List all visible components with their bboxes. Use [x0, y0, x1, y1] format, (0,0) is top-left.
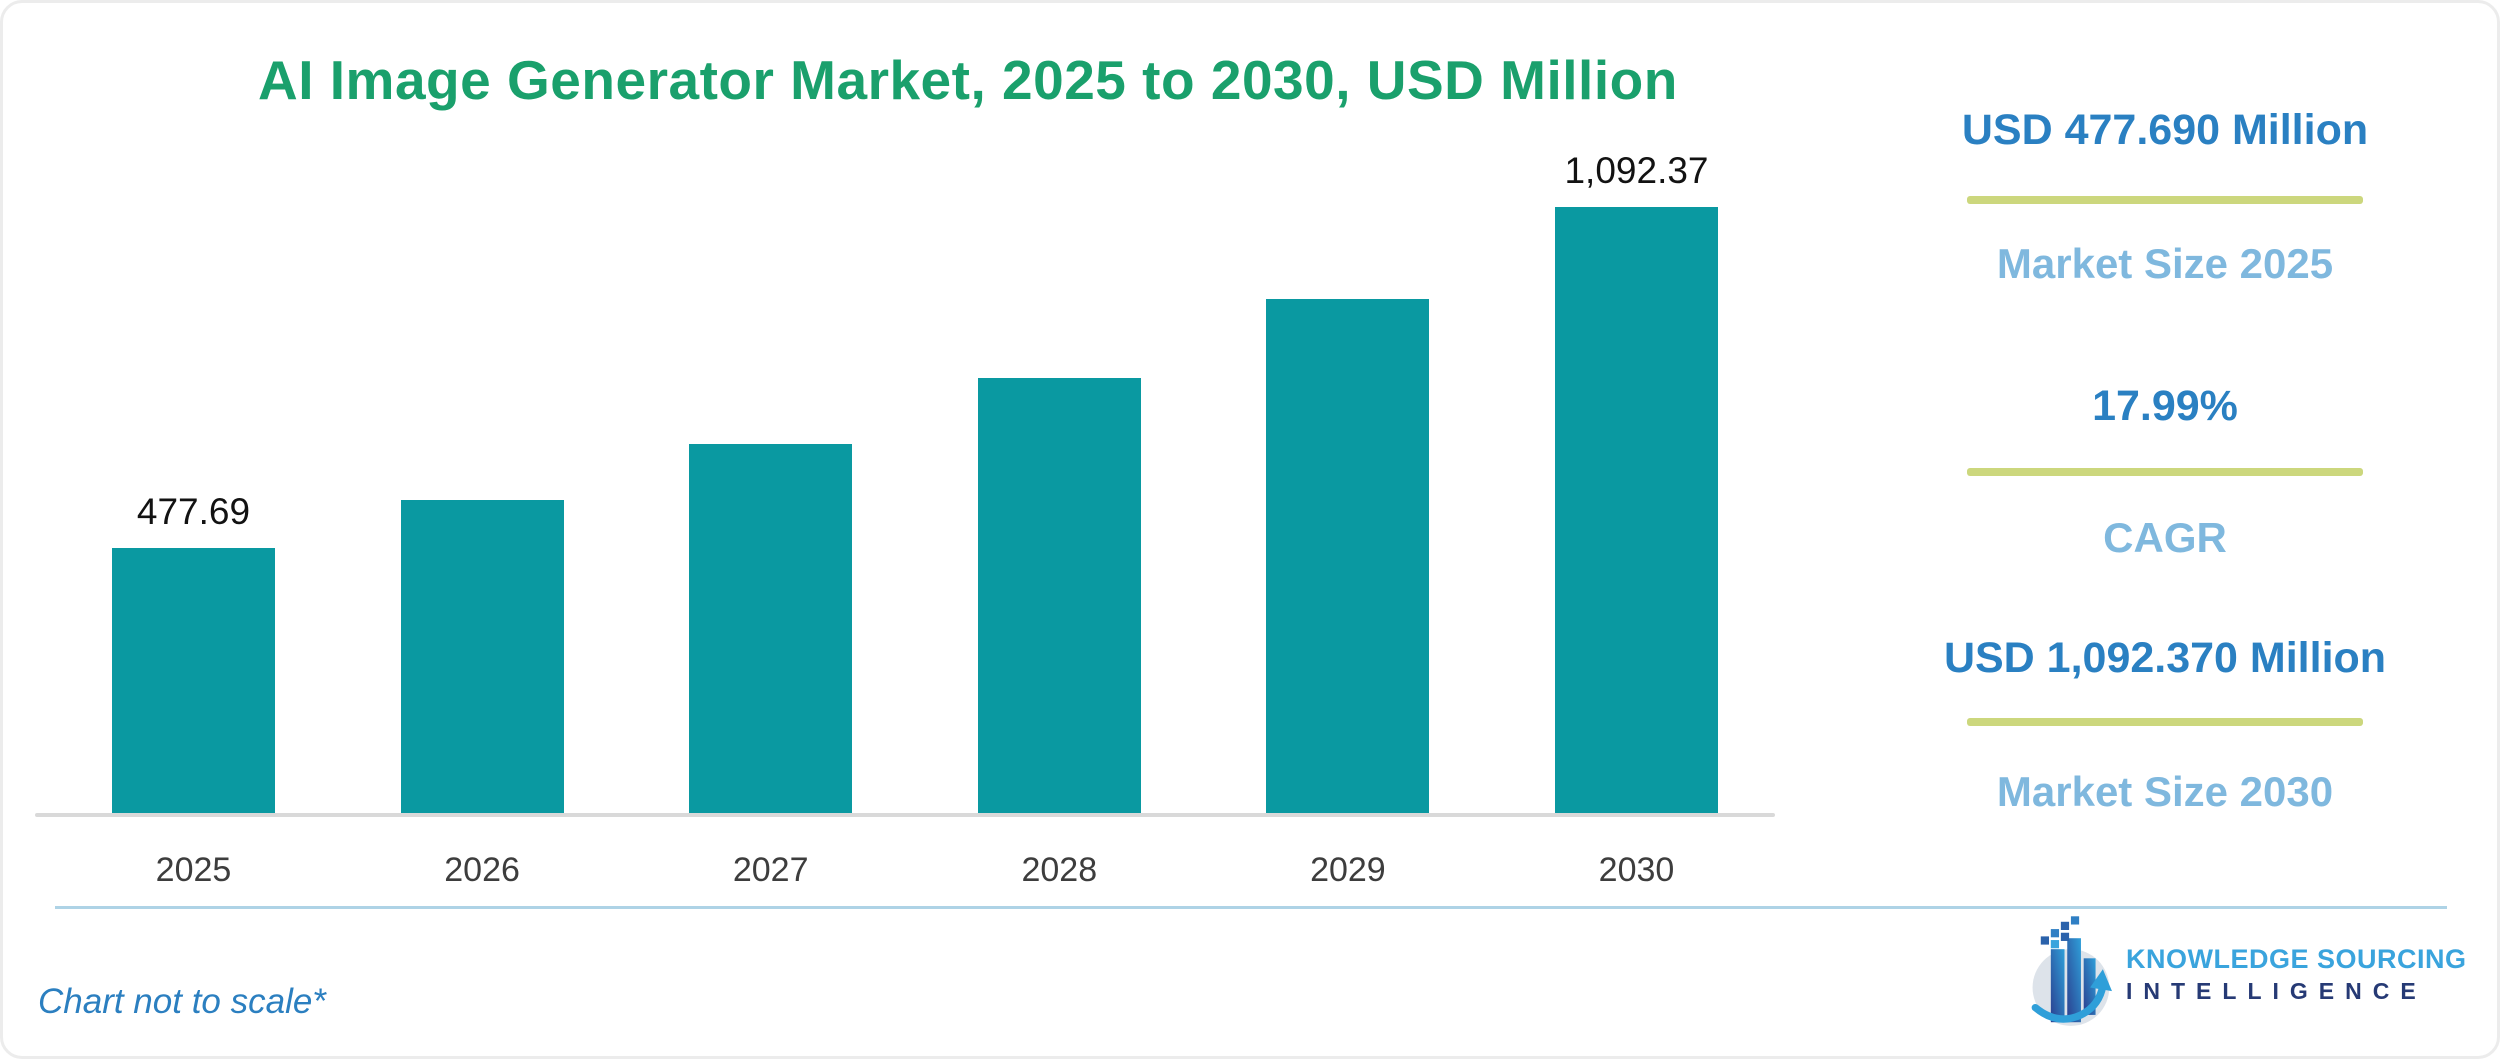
x-axis-line: [35, 813, 1775, 817]
stat-divider: [1967, 196, 2363, 204]
bar-2028: [977, 377, 1141, 813]
market-size-2030-value: USD 1,092.370 Million: [1943, 634, 2387, 682]
x-tick-2026: 2026: [444, 851, 520, 889]
market-size-2025-label: Market Size 2025: [1996, 240, 2334, 287]
bar-2030: [1555, 207, 1718, 813]
x-tick-2028: 2028: [1021, 851, 1098, 889]
logo-emblem-icon: [2028, 911, 2112, 1038]
market-size-2030-label: Market Size 2030: [1996, 768, 2334, 815]
market-size-2025-value: USD 477.690 Million: [1961, 106, 2369, 154]
chart-footnote: Chart not to scale*: [38, 982, 326, 1021]
value-label-2030: 1,092.37: [1564, 150, 1709, 191]
value-label-2025: 477.69: [136, 490, 251, 532]
cagr-label: CAGR: [2103, 514, 2227, 561]
chart-title: AI Image Generator Market, 2025 to 2030,…: [258, 49, 1678, 111]
logo-line1: KNOWLEDGE SOURCING: [2126, 943, 2467, 974]
stat-divider: [1967, 468, 2363, 476]
logo-line2: INTELLIGENCE: [2126, 977, 2427, 1004]
bar-2029: [1266, 299, 1430, 813]
footer-divider-line: [55, 906, 2447, 909]
bar-2026: [400, 500, 564, 813]
bar-2027: [689, 444, 853, 813]
stats-panel: USD 477.690 Million Market Size 2025 17.…: [1850, 0, 2480, 900]
stat-divider: [1967, 718, 2363, 726]
x-tick-2025: 2025: [155, 851, 232, 889]
bar-2025: [112, 547, 275, 813]
x-tick-2030: 2030: [1598, 851, 1675, 889]
brand-logo: KNOWLEDGE SOURCING INTELLIGENCE: [2028, 908, 2488, 1040]
logo-text: KNOWLEDGE SOURCING INTELLIGENCE: [2126, 944, 2467, 1005]
x-tick-2027: 2027: [732, 851, 809, 889]
cagr-value: 17.99%: [2092, 382, 2238, 430]
x-tick-2029: 2029: [1310, 851, 1386, 889]
